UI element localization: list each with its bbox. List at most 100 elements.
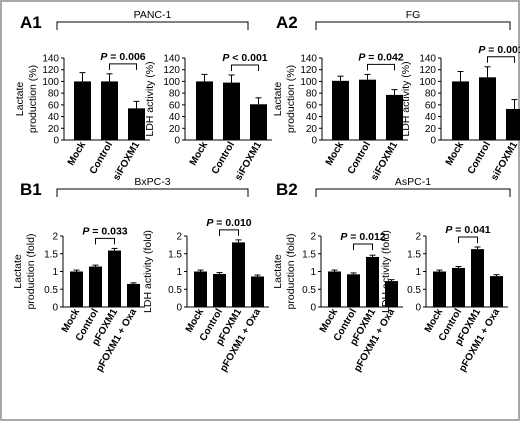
chart-b2-right-bar <box>471 249 484 307</box>
chart-a1-left-bar <box>101 81 118 140</box>
chart-a2-left-ytick-label: 100 <box>300 77 317 88</box>
chart-b1-left-ylabel: production (fold) <box>25 234 37 310</box>
chart-a2-right-p-value: P = 0.001 <box>478 44 520 56</box>
chart-a2-right-bar <box>479 77 496 140</box>
chart-b1-right-sig-bracket <box>219 229 239 236</box>
panel-label-a2: A2 <box>276 13 298 32</box>
chart-a1-right-ytick-label: 120 <box>163 65 180 76</box>
chart-a1-left-ylabel: Lactate <box>14 82 26 117</box>
chart-a2-right-ylabel: LDH activity (%) <box>400 61 412 136</box>
chart-a1-right-ytick-label: 140 <box>163 54 180 65</box>
chart-a1-right-ytick-label: 0 <box>174 136 180 147</box>
chart-a2-left-bar <box>386 94 403 140</box>
chart-b2-left-ytick-label: 0 <box>310 303 316 314</box>
panel-label-a1: A1 <box>20 13 42 32</box>
chart-b2-right-ytick-label: 2 <box>415 232 421 243</box>
chart-a2-left-ytick-label: 20 <box>306 124 318 135</box>
chart-b2-left-bar <box>328 271 341 307</box>
chart-a1-right-bar <box>196 81 213 140</box>
chart-b2-right-ytick-label: 0.5 <box>407 285 421 296</box>
chart-b1-right-ylabel: LDH activity (fold) <box>142 230 154 313</box>
chart-a2-left-ytick-label: 80 <box>306 89 318 100</box>
group-title-a2: FG <box>406 9 421 21</box>
chart-b2-left-ylabel: production (fold) <box>285 234 297 310</box>
chart-b2-left-ytick-label: 0.5 <box>302 285 316 296</box>
chart-a1-right-sig-bracket <box>231 64 259 71</box>
chart-a1-left-p-value: P = 0.006 <box>100 51 145 63</box>
chart-a1-right-ytick-label: 80 <box>169 89 181 100</box>
panel-label-b2: B2 <box>276 180 298 199</box>
chart-b2-left-bar <box>385 281 398 307</box>
chart-a2-left-sig-bracket <box>367 63 395 71</box>
chart-a2-right-ytick-label: 140 <box>419 54 436 65</box>
chart-a1-left-ytick-label: 140 <box>42 54 59 65</box>
chart-b1-left-bar <box>70 271 83 307</box>
chart-b1-right-bar <box>232 242 245 307</box>
chart-b1-left-p-value: P = 0.033 <box>82 225 127 237</box>
chart-a2-right-bar <box>506 108 520 140</box>
chart-a2-left-bar <box>359 79 376 140</box>
chart-a1-right-ytick-label: 20 <box>169 124 181 135</box>
chart-b1-right-ytick-label: 1 <box>176 267 182 278</box>
chart-a1-left-ytick-label: 100 <box>42 77 59 88</box>
chart-b1-right-ytick-label: 2 <box>176 232 182 243</box>
chart-a1-left-ytick-label: 120 <box>42 65 59 76</box>
chart-b2-right-ytick-label: 1 <box>415 267 421 278</box>
chart-a2-left-ytick-label: 60 <box>306 100 318 111</box>
chart-a2-left-ylabel: Lactate <box>272 82 284 117</box>
chart-b2-right-ytick-label: 1.5 <box>407 249 421 260</box>
chart-b2-left-ytick-label: 1 <box>310 267 316 278</box>
chart-a2-left-bar <box>332 80 349 140</box>
chart-a2-right-ytick-label: 100 <box>419 77 436 88</box>
chart-b2-left-ytick-label: 1.5 <box>302 249 316 260</box>
chart-a1-left-bar <box>128 108 145 140</box>
group-bracket-b1 <box>56 188 249 197</box>
chart-b2-right-sig-bracket <box>458 236 478 244</box>
chart-b1-left-ytick-label: 1.5 <box>44 249 58 260</box>
chart-a1-left-ytick-label: 60 <box>48 100 60 111</box>
chart-b1-left-ylabel: Lactate <box>12 254 24 289</box>
chart-a2-left-p-value: P = 0.042 <box>358 51 403 63</box>
chart-b1-left-bar <box>127 283 140 307</box>
chart-a2-right-ytick-label: 80 <box>425 89 437 100</box>
chart-a2-left-ytick-label: 0 <box>311 136 317 147</box>
chart-b2-left-bar <box>347 274 360 307</box>
chart-b1-left-ytick-label: 2 <box>52 232 58 243</box>
chart-b1-right-ytick-label: 0.5 <box>168 285 182 296</box>
chart-b2-right-p-value: P = 0.041 <box>445 224 490 236</box>
chart-a1-left-ylabel: production (%) <box>27 65 39 133</box>
chart-a1-right-ylabel: LDH activity (%) <box>144 61 156 136</box>
chart-b1-right-bar <box>213 273 226 307</box>
group-bracket-a2 <box>315 21 511 30</box>
chart-a1-right-ytick-label: 100 <box>163 77 180 88</box>
chart-a1-left-sig-bracket <box>109 63 137 70</box>
chart-a2-right-ytick-label: 20 <box>425 124 437 135</box>
chart-b2-left-ylabel: Lactate <box>272 254 284 289</box>
chart-b2-right-bar <box>433 271 446 307</box>
group-bracket-b2 <box>315 188 511 197</box>
chart-b1-right-bar <box>251 276 264 307</box>
group-title-b2: AsPC-1 <box>395 176 431 188</box>
chart-b1-left-sig-bracket <box>95 237 115 245</box>
chart-a1-left-bar <box>74 81 91 140</box>
chart-a2-right-ytick-label: 0 <box>430 136 436 147</box>
chart-a2-left-ytick-label: 140 <box>300 54 317 65</box>
chart-b1-right-ytick-label: 1.5 <box>168 249 182 260</box>
chart-a1-right-bar <box>223 82 240 140</box>
chart-b1-left-ytick-label: 0 <box>52 303 58 314</box>
chart-a2-left-ytick-label: 120 <box>300 65 317 76</box>
chart-b2-left-bar <box>366 256 379 307</box>
chart-b2-right-ylabel: LDH activity (fold) <box>380 230 392 313</box>
chart-b2-left-p-value: P = 0.012 <box>340 231 385 243</box>
chart-a1-right-bar <box>250 104 267 140</box>
chart-a2-right-ytick-label: 120 <box>419 65 436 76</box>
chart-a2-right-bar <box>452 81 469 140</box>
chart-a1-left-ytick-label: 20 <box>48 124 60 135</box>
chart-b1-right-ytick-label: 0 <box>176 303 182 314</box>
group-bracket-a1 <box>56 21 249 30</box>
chart-b1-left-bar <box>108 250 121 307</box>
panel-label-b1: B1 <box>20 180 42 199</box>
group-title-a1: PANC-1 <box>134 9 172 21</box>
